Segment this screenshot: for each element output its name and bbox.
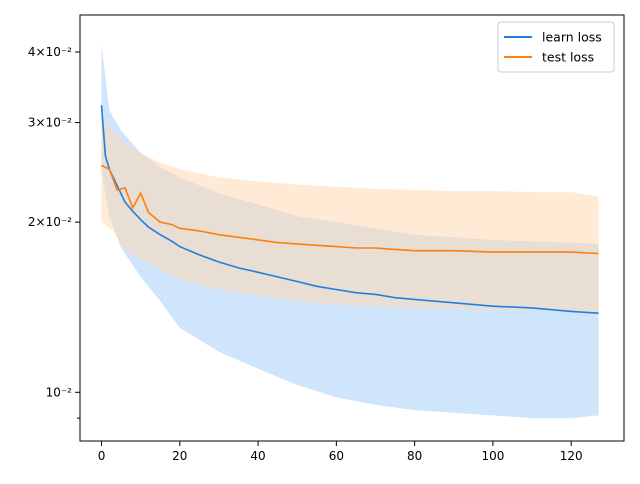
x-tick-label: 20 xyxy=(172,449,187,463)
y-tick-label: 2×10⁻² xyxy=(28,215,72,229)
y-tick-label: 3×10⁻² xyxy=(28,116,72,130)
x-axis: 0 20 40 60 80 100 120 xyxy=(98,441,583,463)
x-tick-label: 0 xyxy=(98,449,106,463)
y-axis: 4×10⁻² 3×10⁻² 2×10⁻² 10⁻² xyxy=(28,45,80,418)
y-tick-label: 10⁻² xyxy=(46,385,73,399)
x-tick-label: 60 xyxy=(329,449,344,463)
legend: learn loss test loss xyxy=(498,22,614,72)
legend-label-test-loss: test loss xyxy=(542,50,594,65)
legend-label-learn-loss: learn loss xyxy=(542,30,602,45)
x-tick-label: 120 xyxy=(560,449,583,463)
x-tick-label: 40 xyxy=(250,449,265,463)
y-tick-label: 4×10⁻² xyxy=(28,45,72,59)
x-tick-label: 100 xyxy=(481,449,504,463)
x-tick-label: 80 xyxy=(407,449,422,463)
confidence-bands xyxy=(102,45,599,418)
